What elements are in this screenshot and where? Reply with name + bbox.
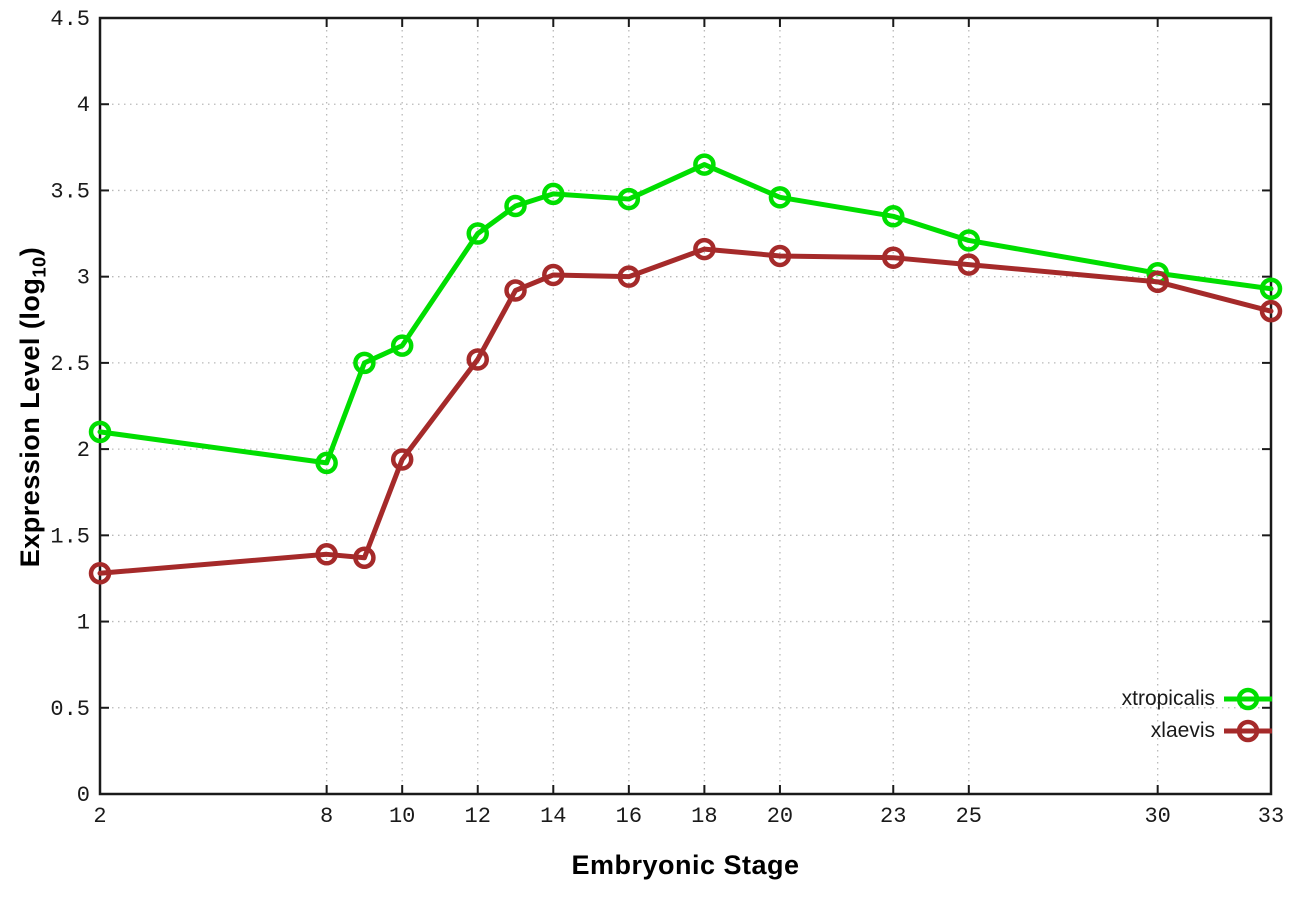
y-tick-label: 1 [77,611,90,636]
data-point-xtropicalis [466,222,489,245]
y-tick-label: 2 [77,438,90,463]
legend-marker-xtropicalis [1224,687,1272,711]
y-tick-label: 0.5 [50,697,90,722]
y-tick-label: 3.5 [50,179,90,204]
y-axis-title-text: Expression Level (log [15,277,45,568]
legend-label-xlaevis: xlaevis [1150,719,1215,742]
data-point-xlaevis [88,562,112,585]
legend-label-xtropicalis: xtropicalis [1121,687,1215,710]
data-point-xlaevis [315,543,338,566]
series-line-xtropicalis [97,162,1274,466]
x-tick-label: 33 [1258,804,1284,829]
x-tick-label: 16 [616,804,642,829]
legend-item-xlaevis: xlaevis [1151,716,1272,746]
data-point-xtropicalis [315,451,338,475]
x-tick-label: 10 [389,804,415,829]
data-point-xlaevis [1259,299,1283,323]
y-axis-title-subscript: 10 [28,256,50,278]
y-axis-title-suffix: ) [15,246,45,257]
x-tick-label: 30 [1144,804,1170,829]
y-axis-title: Expression Level (log10) [13,107,50,707]
legend: xtropicalis xlaevis [1122,684,1272,746]
x-tick-label: 14 [540,804,566,829]
legend-marker-xlaevis [1224,719,1272,743]
data-point-xtropicalis [88,420,112,444]
data-point-xtropicalis [504,194,527,218]
legend-item-xtropicalis: xtropicalis [1122,684,1272,714]
data-point-xlaevis [504,279,527,302]
x-tick-label: 12 [465,804,491,829]
plot-border [98,16,1273,796]
y-tick-label: 4.5 [50,7,90,32]
data-point-xlaevis [353,546,376,570]
x-tick-label: 23 [880,804,906,829]
data-point-xlaevis [1146,270,1169,294]
data-point-xtropicalis [768,186,792,209]
data-point-xlaevis [390,448,414,471]
y-tick-label: 4 [77,93,90,118]
x-tick-label: 8 [320,804,333,829]
data-point-xlaevis [957,253,981,276]
y-tick-label: 2.5 [50,352,90,377]
data-point-xlaevis [882,246,905,269]
y-tick-label: 0 [77,783,90,808]
x-tick-label: 2 [93,804,106,829]
data-point-xtropicalis [1259,277,1283,300]
x-tick-label: 25 [956,804,982,829]
data-point-xlaevis [617,265,641,288]
series-line-xlaevis [97,246,1274,576]
data-point-xtropicalis [353,351,376,375]
x-tick-label: 18 [691,804,717,829]
data-point-xtropicalis [390,334,414,357]
data-point-xlaevis [542,263,565,287]
data-point-xtropicalis [957,229,981,252]
x-tick-label: 20 [767,804,793,829]
y-tick-label: 3 [77,266,90,291]
x-axis-title: Embryonic Stage [571,850,800,880]
data-point-xlaevis [693,237,716,261]
data-point-xtropicalis [882,205,905,228]
y-tick-label: 1.5 [50,524,90,549]
data-point-xtropicalis [693,153,716,176]
data-point-xlaevis [466,348,489,371]
data-point-xlaevis [768,244,792,268]
data-point-xtropicalis [542,182,565,206]
data-point-xtropicalis [617,187,641,211]
